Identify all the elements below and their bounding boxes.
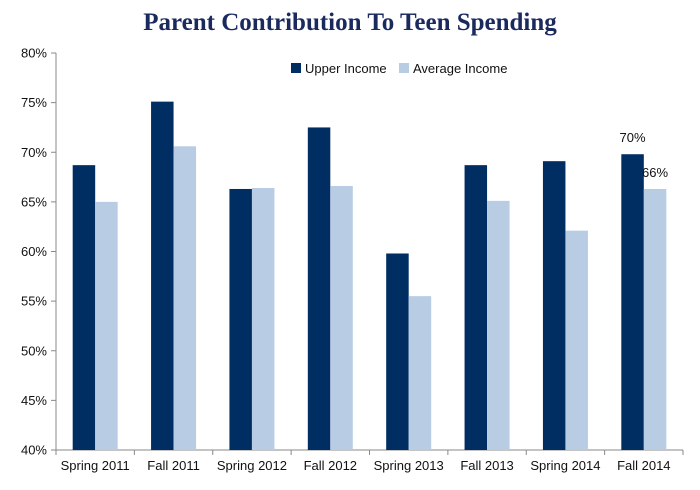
legend-label: Upper Income (305, 61, 387, 76)
x-tick-label: Fall 2013 (460, 458, 513, 473)
x-tick-label: Fall 2012 (304, 458, 357, 473)
bar-average-income (408, 296, 432, 450)
bar-average-income (487, 200, 510, 450)
y-tick-label: 80% (21, 46, 47, 61)
bar-upper-income (542, 161, 566, 450)
bar-upper-income (621, 154, 644, 451)
y-tick-label: 70% (21, 145, 47, 160)
data-labels: 70% 66% (620, 130, 669, 180)
legend-label: Average Income (413, 61, 507, 76)
data-label: 66% (642, 165, 668, 180)
y-tick-label: 45% (21, 393, 47, 408)
x-tick-label: Spring 2013 (374, 458, 444, 473)
bar-average-income (330, 185, 353, 450)
y-tick-label: 60% (21, 244, 47, 259)
bar-average-income (251, 187, 275, 451)
bar-average-income (643, 188, 667, 450)
bar-upper-income (464, 165, 488, 450)
x-tick-label: Fall 2011 (147, 458, 200, 473)
x-tick-label: Spring 2014 (530, 458, 600, 473)
legend-swatch (399, 63, 409, 73)
x-tick-label: Spring 2012 (217, 458, 287, 473)
axes: 40% 45% 50% 55% 60% 65% 70% 75% 80% Spring 2011 Fa… (21, 46, 684, 473)
bar-upper-income (229, 188, 252, 450)
chart-title: Parent Contribution To Teen Spending (143, 9, 557, 36)
y-tick-label: 50% (21, 343, 47, 358)
bars (72, 101, 667, 451)
y-tick-label: 65% (21, 194, 47, 209)
bar-average-income (173, 146, 197, 451)
legend-swatch (291, 63, 301, 73)
x-tick-label: Spring 2011 (61, 458, 130, 473)
data-label: 70% (620, 130, 646, 145)
y-tick-label: 75% (21, 95, 47, 110)
y-tick-label: 40% (21, 443, 47, 458)
x-tick-label: Fall 2014 (617, 458, 670, 473)
bar-upper-income (72, 165, 96, 450)
legend: Upper Income Average Income (291, 61, 507, 76)
bar-upper-income (307, 127, 331, 450)
bar-upper-income (151, 101, 174, 450)
bar-average-income (95, 201, 118, 450)
bar-upper-income (386, 253, 409, 450)
y-tick-label: 55% (21, 294, 47, 309)
bar-average-income (565, 230, 588, 450)
